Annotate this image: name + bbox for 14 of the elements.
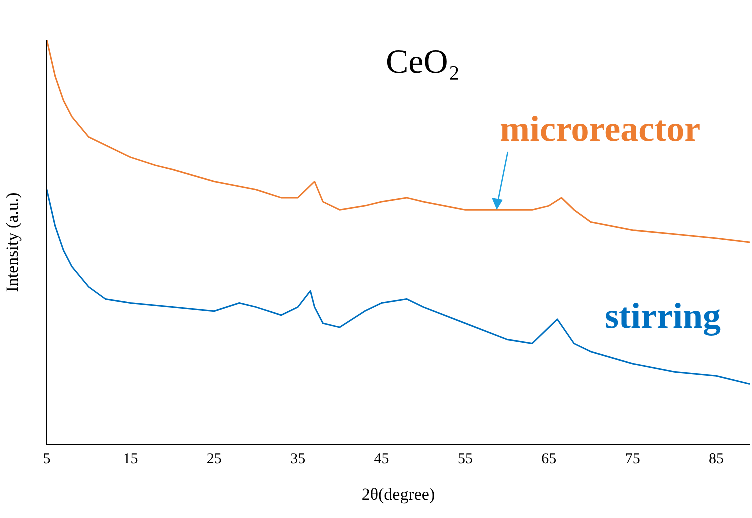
chart-title: CeO₂ bbox=[386, 44, 460, 81]
y-axis-title: Intensity (a.u.) bbox=[3, 192, 22, 292]
series-label: stirring bbox=[605, 295, 721, 337]
x-tick-label: 75 bbox=[625, 452, 640, 468]
series-label: microreactor bbox=[500, 108, 701, 150]
x-tick-label: 55 bbox=[458, 452, 473, 468]
x-tick-label: 45 bbox=[374, 452, 390, 468]
x-tick-label: 85 bbox=[709, 452, 724, 468]
x-tick-label: 25 bbox=[206, 452, 222, 468]
x-tick-label: 15 bbox=[123, 452, 138, 468]
x-tick-label: 5 bbox=[43, 452, 51, 468]
x-tick-label: 65 bbox=[542, 452, 557, 468]
x-axis-title: 2θ(degree) bbox=[362, 485, 436, 504]
x-tick-label: 35 bbox=[290, 452, 306, 468]
